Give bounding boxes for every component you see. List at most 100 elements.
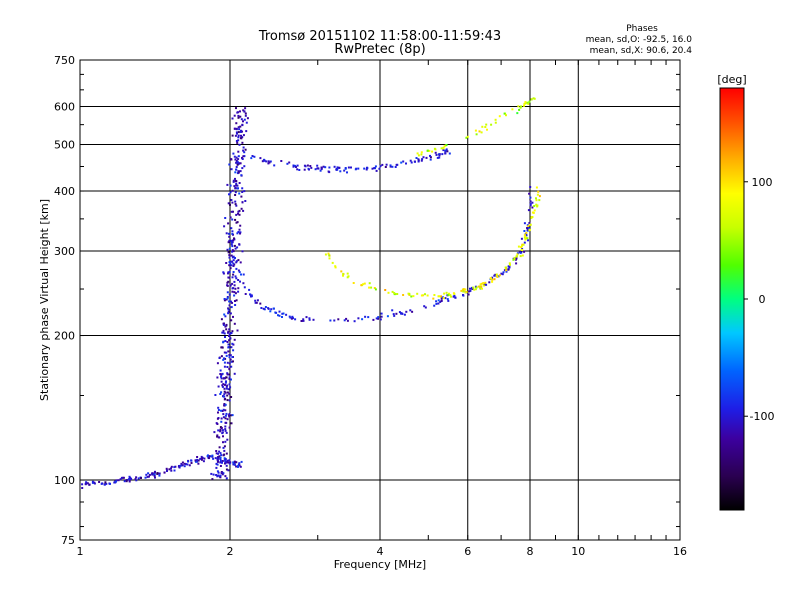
data-point [196, 458, 199, 461]
data-point [445, 148, 448, 151]
data-point [250, 294, 253, 297]
data-point [241, 141, 244, 144]
data-point [261, 160, 264, 163]
data-point [240, 118, 243, 121]
data-point [412, 295, 415, 298]
data-point [521, 249, 524, 251]
data-point [526, 237, 529, 240]
data-point [513, 256, 516, 259]
data-point [280, 160, 283, 162]
data-point [484, 281, 487, 284]
data-point [165, 467, 168, 470]
data-point [291, 315, 294, 318]
data-point [226, 281, 229, 284]
data-point [526, 101, 529, 104]
data-point [225, 387, 228, 390]
data-point [127, 478, 130, 481]
data-point [238, 464, 241, 467]
data-point [225, 460, 228, 463]
data-point [237, 290, 240, 293]
data-point [343, 319, 346, 322]
data-point [527, 102, 530, 105]
data-point [444, 152, 447, 155]
data-point [208, 455, 211, 458]
x-tick-label: 2 [227, 545, 234, 558]
data-point [243, 155, 246, 158]
data-point [213, 431, 216, 434]
data-point [222, 413, 225, 416]
data-point [220, 355, 223, 358]
data-point [197, 462, 200, 465]
data-point [227, 312, 230, 315]
data-point [231, 330, 234, 333]
data-point [334, 265, 337, 268]
data-point [491, 278, 494, 281]
data-point [215, 422, 218, 425]
data-point [224, 336, 226, 338]
data-point [444, 149, 447, 152]
data-point [230, 332, 233, 334]
data-point [437, 295, 440, 298]
data-point [243, 190, 246, 193]
data-point [526, 227, 529, 229]
data-point [260, 307, 263, 309]
data-point [440, 299, 443, 302]
data-point [227, 251, 230, 254]
data-point [241, 158, 244, 160]
data-point [233, 114, 236, 117]
data-point [255, 301, 258, 304]
data-point [290, 317, 293, 320]
data-point [495, 273, 498, 276]
data-point [426, 149, 429, 152]
data-point [482, 282, 485, 284]
chart-subtitle: RwPretec (8p) [334, 42, 425, 57]
data-point [222, 408, 225, 411]
data-point [270, 308, 273, 311]
data-point [225, 298, 228, 301]
data-point [338, 166, 341, 169]
data-point [158, 474, 161, 477]
data-point [235, 127, 238, 130]
data-point [229, 267, 232, 270]
data-point [227, 308, 230, 311]
data-point [366, 167, 369, 170]
data-point [409, 309, 412, 312]
data-point [232, 259, 235, 262]
data-point [244, 200, 247, 202]
data-point [357, 317, 360, 320]
data-point [533, 97, 536, 100]
data-point [134, 478, 137, 481]
data-point [235, 182, 238, 185]
data-point [527, 239, 529, 242]
y-tick-label: 200 [54, 330, 75, 343]
x-tick-label: 1 [77, 545, 84, 558]
data-point [237, 116, 240, 119]
data-point [416, 152, 419, 155]
y-tick-label: 600 [54, 101, 75, 114]
data-point [259, 157, 262, 160]
data-point [153, 473, 156, 476]
data-point [236, 246, 239, 249]
data-point [225, 232, 228, 235]
data-point [215, 474, 218, 476]
data-point [238, 243, 241, 246]
data-point [529, 203, 532, 206]
data-point [93, 481, 96, 484]
data-point [236, 232, 239, 235]
data-point [232, 349, 235, 352]
data-point [181, 464, 184, 467]
data-point [445, 291, 448, 294]
data-point [183, 465, 186, 468]
data-point [537, 190, 540, 193]
data-point [531, 201, 534, 204]
data-point [234, 304, 237, 306]
data-point [331, 261, 334, 264]
data-point [401, 312, 404, 315]
data-point [324, 253, 327, 256]
data-point [469, 287, 471, 290]
data-point [236, 187, 239, 190]
data-point [221, 384, 224, 387]
data-point [426, 294, 429, 297]
data-point [243, 165, 246, 168]
data-point [529, 186, 532, 188]
